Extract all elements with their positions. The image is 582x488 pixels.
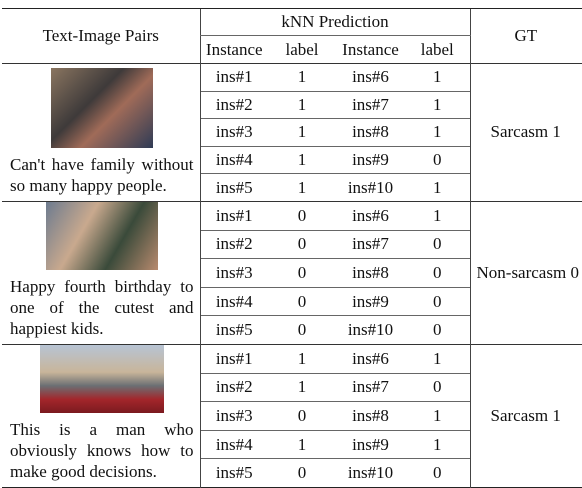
instance-cell: ins#8: [336, 258, 405, 288]
instance-cell: ins#4: [199, 286, 268, 316]
instance-cell: ins#9: [336, 286, 405, 316]
instance-cell: ins#6: [352, 348, 389, 368]
result-table: Text-Image Pairs kNN Prediction GT Insta…: [2, 8, 582, 488]
instance-cell: ins#7: [336, 372, 405, 402]
instance-cell: ins#2: [199, 90, 268, 119]
label-cell: 1: [268, 90, 336, 119]
caption: Can't have family without so many happy …: [10, 154, 194, 195]
pair-cell: This is a man who obviously knows how to…: [2, 344, 200, 487]
label-cell: 1: [268, 145, 336, 174]
label-cell: 1: [405, 90, 470, 119]
instance-cell: ins#8: [336, 401, 405, 431]
table-row: ins#5 0 ins#10 0: [2, 315, 582, 345]
instance-cell: ins#1: [199, 201, 268, 231]
label-cell: 0: [405, 315, 470, 345]
table-row: This is a man who obviously knows how to…: [2, 344, 582, 488]
instance-cell: ins#10: [336, 458, 405, 488]
table-row: ins#2 1 ins#7 1: [2, 90, 582, 119]
pair-cell: Happy fourth birthday to one of the cute…: [2, 201, 200, 344]
instance-cell: ins#6: [352, 205, 389, 225]
instance-cell: ins#4: [199, 429, 268, 459]
label-cell: 1: [268, 173, 336, 202]
label-cell: 0: [268, 258, 336, 288]
photo: [50, 67, 153, 148]
instance-cell: ins#4: [199, 145, 268, 174]
instance-cell: ins#1: [199, 344, 268, 374]
label-cell: 0: [268, 286, 336, 316]
label-cell: 0: [268, 458, 336, 488]
label-cell: 0: [405, 145, 470, 174]
table-row: Can't have family without so many happy …: [2, 63, 582, 202]
instance-cell: ins#3: [199, 118, 268, 147]
instance-cell: ins#5: [199, 458, 268, 488]
header-gt: GT: [469, 8, 582, 64]
header-pairs: Text-Image Pairs: [2, 8, 200, 64]
table-row: Happy fourth birthday to one of the cute…: [2, 201, 582, 345]
label-cell: 0: [405, 372, 470, 402]
table-body: Can't have family without so many happy …: [2, 63, 582, 488]
label-cell: 1: [433, 67, 442, 87]
table-row: ins#4 0 ins#9 0: [2, 286, 582, 316]
header-label: label: [420, 39, 454, 59]
label-cell: 1: [405, 429, 470, 459]
label-cell: 0: [405, 286, 470, 316]
table-row: ins#3 0 ins#8 1: [2, 401, 582, 431]
instance-cell: ins#10: [336, 173, 405, 202]
caption: This is a man who obviously knows how to…: [10, 419, 194, 481]
instance-cell: ins#7: [336, 229, 405, 259]
table-row: ins#4 1 ins#9 1: [2, 429, 582, 459]
instance-cell: ins#10: [336, 315, 405, 345]
instance-cell: ins#5: [199, 315, 268, 345]
gt-cell: Sarcasm 1: [469, 63, 582, 202]
instance-cell: ins#8: [336, 118, 405, 147]
label-cell: 1: [268, 372, 336, 402]
instance-cell: ins#2: [199, 372, 268, 402]
gt-cell: Sarcasm 1: [469, 344, 582, 488]
table-row: ins#5 1 ins#10 1: [2, 173, 582, 202]
instance-cell: ins#9: [336, 145, 405, 174]
label-cell: 1: [433, 205, 442, 225]
table-row: ins#4 1 ins#9 0: [2, 145, 582, 174]
label-cell: 0: [405, 258, 470, 288]
gt-cell: Non-sarcasm 0: [469, 201, 582, 345]
label-cell: 0: [405, 458, 470, 488]
instance-cell: ins#6: [352, 67, 389, 87]
label-cell: 1: [297, 348, 307, 368]
label-cell: 1: [405, 173, 470, 202]
instance-cell: ins#3: [199, 401, 268, 431]
label-cell: 1: [268, 118, 336, 147]
instance-cell: ins#7: [336, 90, 405, 119]
header-instance: Instance: [342, 39, 399, 59]
label-cell: 0: [268, 401, 336, 431]
instance-cell: ins#1: [199, 63, 268, 92]
header-knn: kNN Prediction: [199, 8, 470, 36]
photo: [45, 201, 158, 270]
instance-cell: ins#3: [199, 258, 268, 288]
label-cell: 1: [268, 429, 336, 459]
label-cell: 1: [297, 67, 307, 87]
label-cell: 0: [268, 229, 336, 259]
table-row: ins#3 1 ins#8 1: [2, 118, 582, 147]
photo: [39, 344, 164, 413]
header-instance: Instance: [199, 35, 268, 64]
table-row: ins#3 0 ins#8 0: [2, 258, 582, 288]
pair-cell: Can't have family without so many happy …: [2, 64, 200, 202]
label-cell: 1: [433, 348, 442, 368]
instance-cell: ins#9: [336, 429, 405, 459]
header-label: label: [285, 39, 319, 59]
label-cell: 0: [405, 229, 470, 259]
label-cell: 1: [405, 118, 470, 147]
table-row: ins#2 1 ins#7 0: [2, 372, 582, 402]
table-row: ins#2 0 ins#7 0: [2, 229, 582, 259]
label-cell: 0: [297, 205, 307, 225]
label-cell: 0: [268, 315, 336, 345]
label-cell: 1: [405, 401, 470, 431]
instance-cell: ins#2: [199, 229, 268, 259]
instance-cell: ins#5: [199, 173, 268, 202]
caption: Happy fourth birthday to one of the cute…: [10, 276, 194, 338]
